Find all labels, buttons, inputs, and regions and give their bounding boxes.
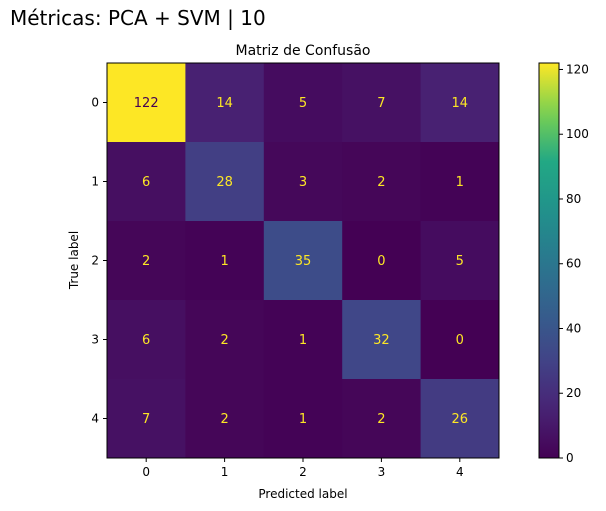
cell-value-label: 1 bbox=[299, 333, 307, 348]
figure-title: Métricas: PCA + SVM | 10 bbox=[10, 6, 266, 30]
y-tick-label: 0 bbox=[91, 96, 99, 110]
cell-value-label: 1 bbox=[299, 412, 307, 427]
y-tick-label: 4 bbox=[91, 412, 99, 426]
colorbar-tick-label: 60 bbox=[566, 257, 581, 271]
cell-value-label: 1 bbox=[220, 254, 228, 269]
cell-value-label: 6 bbox=[142, 175, 150, 190]
cell-value-label: 14 bbox=[216, 96, 233, 111]
y-tick-label: 2 bbox=[91, 254, 99, 268]
heatmap-cell bbox=[342, 63, 422, 143]
cell-value-label: 1 bbox=[456, 175, 464, 190]
cell-value-label: 0 bbox=[377, 254, 385, 269]
heatmap-cell bbox=[420, 300, 500, 380]
x-tick-label: 4 bbox=[456, 465, 464, 479]
heatmap-cell bbox=[342, 221, 422, 301]
heatmap-cell bbox=[107, 142, 186, 222]
x-axis-ticks: 0 1 2 3 4 bbox=[142, 458, 464, 479]
heatmap-cell bbox=[107, 379, 186, 459]
y-tick-label: 3 bbox=[91, 333, 99, 347]
y-axis-label: True label bbox=[67, 231, 81, 290]
cell-value-label: 2 bbox=[377, 412, 385, 427]
heatmap-cell bbox=[420, 379, 500, 459]
cell-value-label: 32 bbox=[373, 333, 390, 348]
heatmap-cell bbox=[185, 221, 265, 301]
heatmap-cell bbox=[107, 300, 186, 380]
y-tick-label: 1 bbox=[91, 175, 99, 189]
cell-value-label: 0 bbox=[456, 333, 464, 348]
heatmap-cell bbox=[107, 221, 186, 301]
cell-value-label: 6 bbox=[142, 333, 150, 348]
heatmap-cell bbox=[342, 142, 422, 222]
cell-value-label: 26 bbox=[452, 412, 469, 427]
x-tick-label: 1 bbox=[221, 465, 229, 479]
colorbar-tick-label: 120 bbox=[566, 62, 589, 76]
colorbar-tick-label: 20 bbox=[566, 386, 581, 400]
cell-value-label: 3 bbox=[299, 175, 307, 190]
heatmap-cell bbox=[263, 63, 343, 143]
cell-value-label: 7 bbox=[377, 96, 385, 111]
x-tick-label: 3 bbox=[378, 465, 386, 479]
y-axis-ticks: 0 1 2 3 4 bbox=[91, 96, 107, 426]
heatmap-cell bbox=[342, 379, 422, 459]
cell-value-label: 14 bbox=[452, 96, 469, 111]
heatmap-cell bbox=[185, 300, 265, 380]
chart-title: Matriz de Confusão bbox=[236, 43, 371, 59]
colorbar bbox=[538, 62, 560, 459]
heatmap-cells: 122 14 5 7 146 28 3 2 12 1 35 0 56 2 1 32 07 2 1 2 26 bbox=[107, 63, 500, 459]
cell-value-label: 5 bbox=[456, 254, 464, 269]
cell-value-label: 7 bbox=[142, 412, 150, 427]
cell-value-label: 35 bbox=[295, 254, 312, 269]
heatmap-cell bbox=[263, 379, 343, 459]
x-tick-label: 2 bbox=[299, 465, 307, 479]
colorbar-ticks: 0 20 40 60 80 100 120 bbox=[559, 62, 589, 465]
cell-value-label: 2 bbox=[220, 412, 228, 427]
heatmap-cell bbox=[420, 63, 500, 143]
cell-value-label: 2 bbox=[142, 254, 150, 269]
cell-value-label: 2 bbox=[220, 333, 228, 348]
heatmap-cell bbox=[420, 142, 500, 222]
heatmap-cell bbox=[342, 300, 422, 380]
heatmap-cell bbox=[263, 221, 343, 301]
cell-value-label: 122 bbox=[134, 96, 159, 111]
heatmap-cell bbox=[263, 142, 343, 222]
cell-value-label: 2 bbox=[377, 175, 385, 190]
heatmap-cell bbox=[185, 379, 265, 459]
x-tick-label: 0 bbox=[142, 465, 150, 479]
heatmap-cell bbox=[107, 63, 186, 143]
colorbar-tick-label: 40 bbox=[566, 321, 581, 335]
colorbar-tick-label: 80 bbox=[566, 192, 581, 206]
heatmap-cell bbox=[185, 63, 265, 143]
cell-value-label: 28 bbox=[216, 175, 233, 190]
colorbar-tick-label: 0 bbox=[566, 451, 574, 465]
colorbar-tick-label: 100 bbox=[566, 127, 589, 141]
heatmap-cell bbox=[263, 300, 343, 380]
heatmap-cell bbox=[420, 221, 500, 301]
cell-value-label: 5 bbox=[299, 96, 307, 111]
heatmap-cell bbox=[185, 142, 265, 222]
x-axis-label: Predicted label bbox=[258, 487, 347, 501]
